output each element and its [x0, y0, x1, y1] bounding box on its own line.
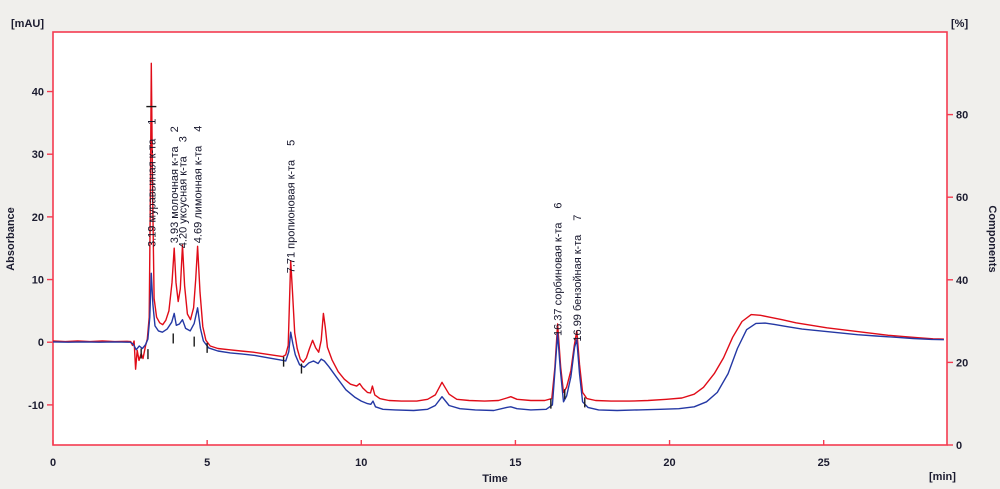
peak-label-7: 16.99 бензойная к-та7: [572, 215, 584, 342]
x-tick-label: 0: [50, 457, 56, 469]
y-left-tick-label: 10: [32, 275, 44, 287]
peak-label-1: 3.19 муравьиная к-та1: [146, 119, 158, 247]
left-axis-unit: [mAU]: [11, 18, 44, 30]
x-tick-label: 15: [509, 457, 521, 469]
red-trace: [52, 62, 944, 402]
y-left-tick-label: 40: [32, 87, 44, 99]
right-axis-title: Components: [986, 205, 998, 272]
y-right-tick-label: 60: [956, 192, 968, 204]
peak-labels-layer: 3.19 муравьиная к-та1 3.93 молочная к-та2…: [146, 119, 584, 342]
x-tick-label: 25: [818, 457, 830, 469]
peak-label-3: 4.20 уксусная к-та3: [178, 136, 190, 248]
right-axis-unit: [%]: [951, 18, 968, 30]
y-left-tick-label: -10: [28, 400, 44, 412]
peak-label-2: 3.93 молочная к-та2: [169, 126, 181, 243]
peak-label-6: 16.37 сорбиновая к-та6: [553, 202, 565, 336]
peak-label-5: 7.71 пропионовая к-та5: [286, 140, 298, 274]
y-right-tick-label: 0: [956, 440, 962, 452]
x-tick-label: 20: [663, 457, 675, 469]
peak-label-4: 4.69 лимонная к-та4: [193, 126, 205, 244]
y-right-tick-label: 20: [956, 357, 968, 369]
y-left-tick-label: 20: [32, 212, 44, 224]
left-axis-title: Absorbance: [5, 207, 17, 271]
traces-layer: [52, 62, 944, 412]
y-left-tick-label: 0: [38, 337, 44, 349]
x-axis-title: Time: [482, 473, 507, 485]
x-tick-label: 5: [204, 457, 210, 469]
x-tick-label: 10: [355, 457, 367, 469]
axis-ticks-layer: 40 30 20 10 0 -10 80 60 40 20 0 0 5 10 15 20 25: [28, 87, 968, 469]
y-left-tick-label: 30: [32, 149, 44, 161]
y-right-tick-label: 80: [956, 110, 968, 122]
blue-trace: [52, 272, 944, 412]
x-axis-unit: [min]: [929, 471, 956, 483]
y-right-tick-label: 40: [956, 275, 968, 287]
plot-area: [52, 31, 948, 446]
integration-marks-layer: [140, 105, 586, 409]
